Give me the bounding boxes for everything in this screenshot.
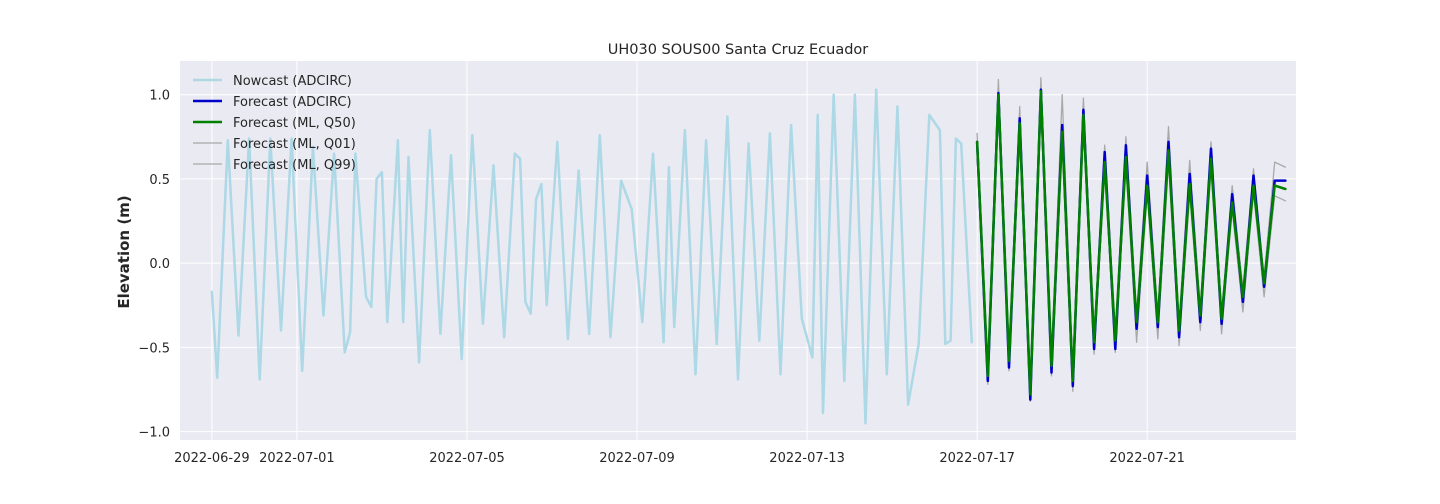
- legend-label: Forecast (ML, Q99): [233, 158, 356, 173]
- legend-label: Forecast (ML, Q01): [233, 137, 356, 152]
- x-tick-label: 2022-06-29: [174, 451, 250, 466]
- chart-title: UH030 SOUS00 Santa Cruz Ecuador: [608, 42, 869, 58]
- y-tick-label: 0.5: [149, 173, 170, 188]
- series-line-0: [210, 88, 974, 425]
- series-lines: [210, 77, 1287, 425]
- x-tick-label: 2022-07-17: [939, 451, 1015, 466]
- x-tick-label: 2022-07-09: [599, 451, 675, 466]
- y-tick-label: 0.0: [149, 257, 170, 272]
- x-tick-label: 2022-07-21: [1109, 451, 1185, 466]
- legend-label: Forecast (ADCIRC): [233, 95, 352, 110]
- series-line-2: [975, 90, 1287, 396]
- x-tick-label: 2022-07-01: [259, 451, 335, 466]
- legend: Nowcast (ADCIRC) Forecast (ADCIRC) Forecas…: [193, 74, 356, 173]
- legend-label: Forecast (ML, Q50): [233, 116, 356, 131]
- y-axis-label: Elevation (m): [115, 195, 133, 308]
- x-tick-label: 2022-07-13: [769, 451, 845, 466]
- y-tick-label: −1.0: [138, 426, 170, 441]
- y-tick-label: −0.5: [138, 341, 170, 356]
- x-tick-label: 2022-07-05: [429, 451, 505, 466]
- legend-label: Nowcast (ADCIRC): [233, 74, 352, 89]
- axis-ticks: 2022-06-29 2022-07-01 2022-07-05 2022-07-09…: [138, 89, 1185, 466]
- y-tick-label: 1.0: [149, 89, 170, 104]
